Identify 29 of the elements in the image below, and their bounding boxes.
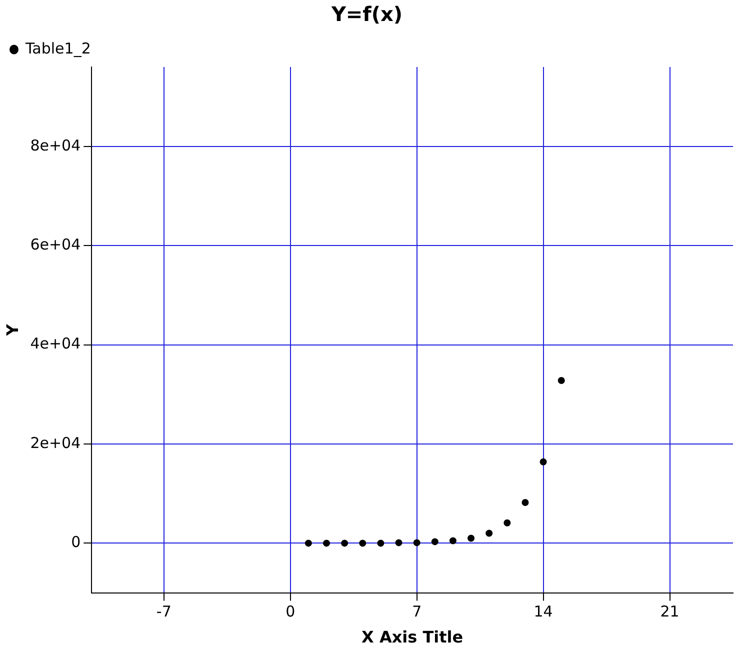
y-tick-label: 8e+04 bbox=[30, 136, 81, 154]
x-tick-label: 0 bbox=[286, 602, 296, 621]
point bbox=[341, 540, 348, 547]
legend-label: Table1_2 bbox=[24, 39, 91, 58]
y-tick-label: 2e+04 bbox=[30, 434, 81, 452]
x-tick-label: -7 bbox=[156, 602, 172, 621]
point bbox=[377, 540, 384, 547]
x-tick-label: 14 bbox=[534, 602, 553, 621]
x-tick-label: 7 bbox=[412, 602, 422, 621]
point bbox=[431, 538, 438, 546]
point bbox=[522, 499, 529, 506]
y-tick-label: 6e+04 bbox=[30, 235, 81, 254]
point bbox=[359, 540, 366, 547]
point bbox=[395, 539, 402, 546]
point bbox=[468, 534, 475, 542]
point bbox=[322, 540, 330, 547]
point bbox=[413, 539, 420, 546]
point bbox=[540, 458, 547, 466]
x-tick-label: 21 bbox=[660, 602, 680, 621]
chart-title: Y=f(x) bbox=[330, 2, 403, 26]
y-tick-label: 0 bbox=[71, 533, 81, 552]
point bbox=[558, 376, 565, 384]
y-tick-label: 4e+04 bbox=[30, 334, 81, 353]
point bbox=[486, 530, 493, 537]
x-axis-title: X Axis Title bbox=[362, 628, 464, 647]
y-axis-title: Y bbox=[2, 324, 22, 337]
point bbox=[304, 540, 312, 547]
point bbox=[449, 537, 456, 544]
point bbox=[504, 519, 511, 526]
